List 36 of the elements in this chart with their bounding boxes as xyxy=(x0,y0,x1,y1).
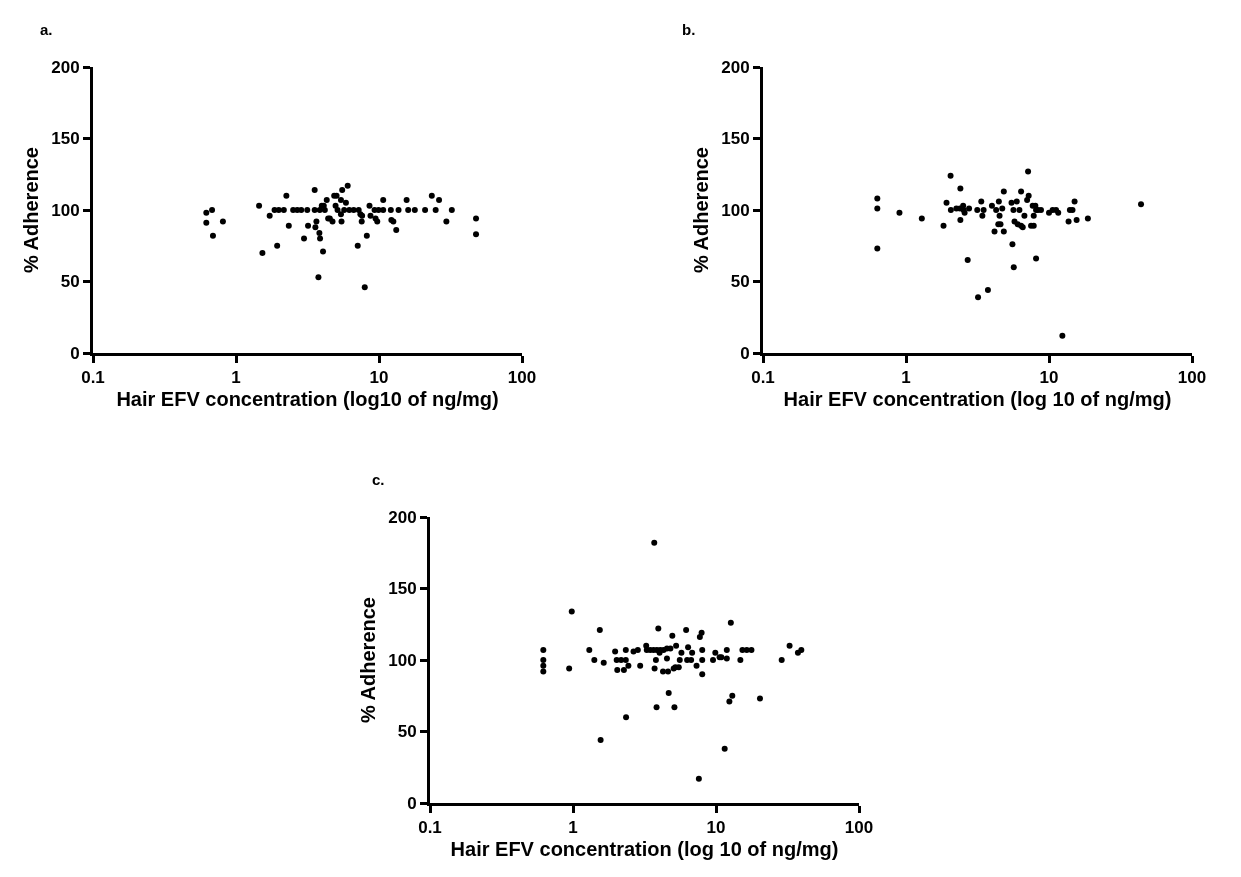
y-tick-label: 50 xyxy=(730,272,750,292)
y-tick-label: 200 xyxy=(721,57,750,77)
x-tick-label: 100 xyxy=(1177,368,1207,388)
y-tick-label: 0 xyxy=(70,343,80,363)
y-tick-label: 50 xyxy=(60,272,80,292)
y-tick-label: 150 xyxy=(51,129,80,149)
chart-title: b. xyxy=(682,21,696,39)
x-axis-title: Hair EFV concentration (log10 of ng/mg) xyxy=(116,387,499,410)
chart-title: a. xyxy=(40,21,53,39)
x-tick-label: 100 xyxy=(507,368,537,388)
x-axis-title: Hair EFV concentration (log 10 of ng/mg) xyxy=(783,387,1172,410)
x-tick-label: 1 xyxy=(231,368,241,388)
chart-title: c. xyxy=(372,471,385,489)
x-axis-title: Hair EFV concentration (log 10 of ng/mg) xyxy=(450,837,839,860)
y-tick-label: 200 xyxy=(388,507,417,527)
x-tick-label: 0.1 xyxy=(81,368,105,388)
x-tick-label: 1 xyxy=(568,818,578,838)
y-axis-title: % Adherence xyxy=(689,147,712,273)
x-tick-label: 10 xyxy=(706,818,726,838)
x-tick-label: 0.1 xyxy=(751,368,775,388)
y-tick-label: 0 xyxy=(407,793,417,813)
y-axis-title: % Adherence xyxy=(19,147,42,273)
y-tick-label: 150 xyxy=(721,129,750,149)
x-tick-label: 1 xyxy=(901,368,911,388)
y-tick-label: 200 xyxy=(51,57,80,77)
y-tick-label: 50 xyxy=(397,722,417,742)
y-tick-label: 100 xyxy=(388,650,417,670)
y-tick-label: 150 xyxy=(388,579,417,599)
x-tick-label: 10 xyxy=(369,368,389,388)
x-tick-label: 0.1 xyxy=(418,818,442,838)
y-tick-label: 100 xyxy=(721,200,750,220)
y-tick-label: 100 xyxy=(51,200,80,220)
x-tick-label: 100 xyxy=(844,818,874,838)
y-axis-title: % Adherence xyxy=(356,597,379,723)
x-tick-label: 10 xyxy=(1039,368,1059,388)
y-tick-label: 0 xyxy=(740,343,750,363)
